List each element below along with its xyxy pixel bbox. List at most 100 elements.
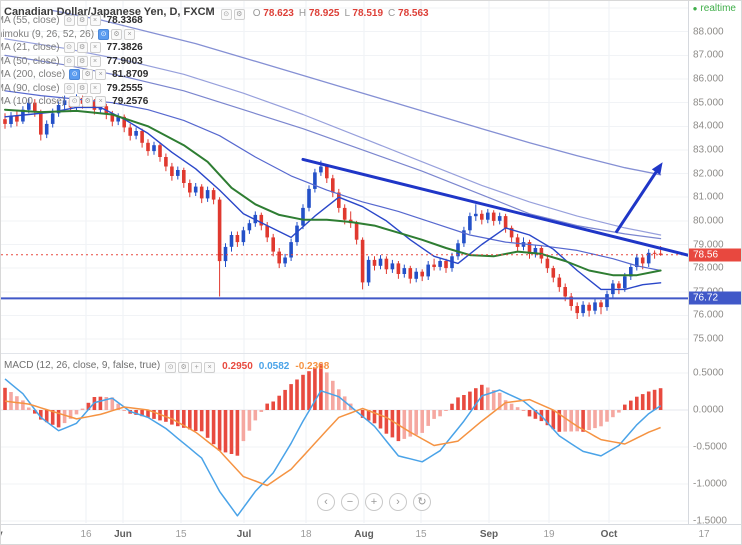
price-axis-label: 75.000 <box>693 333 724 345</box>
time-axis-label: Jun <box>114 529 132 540</box>
ma-overlay-line[interactable] <box>4 38 662 236</box>
close-icon-button[interactable]: × <box>89 42 101 53</box>
time-axis-label: Sep <box>479 529 499 540</box>
price-axis-label: 88.000 <box>693 26 724 38</box>
macd-indicator-label[interactable]: MACD (12, 26, close, 9, false, true) <box>4 359 161 371</box>
price-axis-label: 76.000 <box>693 309 724 321</box>
indicator-value: 79.2576 <box>112 96 149 107</box>
ma-overlay-line[interactable] <box>4 108 662 277</box>
time-axis-label: 15 <box>415 529 427 540</box>
ma-overlay-line[interactable] <box>4 90 662 272</box>
price-axis-label: 80.000 <box>693 215 724 227</box>
time-axis-label: 19 <box>543 529 555 540</box>
pane-separator[interactable] <box>1 353 688 354</box>
close-icon-button[interactable]: × <box>95 69 107 80</box>
settings-icon-button[interactable]: ⚙ <box>76 82 88 94</box>
indicator-legend-row: SMA (100, close)⊙⚙× 79.2576 <box>1 96 149 108</box>
ma-overlay-line[interactable] <box>52 9 662 176</box>
trendline-drawing[interactable] <box>301 157 688 258</box>
symbol-title[interactable]: Canadian Dollar/Japanese Yen, D, FXCM <box>4 6 215 18</box>
indicator-label[interactable]: SMA (50, close) <box>1 55 60 67</box>
zoom-out-button[interactable]: − <box>341 493 359 511</box>
indicator-legend-row: EMA (21, close)⊙⚙× 77.3826 <box>1 42 148 54</box>
eye-icon-button[interactable]: ⊙ <box>69 69 81 80</box>
add-icon-button[interactable]: + <box>191 362 203 373</box>
price-axis-label: 81.000 <box>693 191 724 203</box>
indicator-label[interactable]: Ichimoku (9, 26, 52, 26) <box>1 28 95 40</box>
macd-signal-value: -0.2368 <box>295 361 330 372</box>
realtime-dot-icon: ● <box>692 4 698 13</box>
price-axis-label: 82.000 <box>693 168 724 180</box>
close-icon-button[interactable]: × <box>89 15 101 26</box>
close-icon-button[interactable]: × <box>89 55 101 67</box>
price-axis-label: 87.000 <box>693 49 724 61</box>
close-icon-button[interactable]: × <box>95 96 107 107</box>
eye-icon-button[interactable]: ⊙ <box>63 15 75 26</box>
arrow-head[interactable] <box>651 162 663 175</box>
settings-icon-button[interactable]: ⚙ <box>233 9 245 20</box>
settings-icon-button[interactable]: ⚙ <box>76 15 88 26</box>
reset-chart-button[interactable]: ↻ <box>413 493 431 511</box>
price-axis-label: 83.000 <box>693 144 724 156</box>
price-axis-label: 77.000 <box>693 286 724 297</box>
current-price-tag[interactable]: 78.56 <box>689 248 741 262</box>
indicator-legend-row: SMA (50, close)⊙⚙× 77.9003 <box>1 55 148 67</box>
horizontal-line-price-tag[interactable]: 76.72 <box>689 291 741 305</box>
time-axis-label: Aug <box>354 529 374 540</box>
arrow-drawing[interactable] <box>614 167 660 234</box>
ma-overlay-line[interactable] <box>4 54 662 240</box>
chart-nav-buttons: ‹ − + › ↻ <box>317 493 431 511</box>
close-icon-button[interactable]: × <box>204 362 216 373</box>
ohlc-values: O 78.623 H 78.925 L 78.519 C 78.563 <box>253 3 434 21</box>
symbol-legend-buttons: ⊙ ⚙ <box>220 3 247 21</box>
indicator-legend-row: EMA (55, close)⊙⚙× 78.3368 <box>1 15 148 27</box>
macd-chart-canvas[interactable] <box>1 353 688 523</box>
price-axis-label: 85.000 <box>693 97 724 109</box>
realtime-badge: ● realtime <box>690 3 738 14</box>
indicator-value: 79.2555 <box>106 82 143 94</box>
eye-icon-button[interactable]: ⊙ <box>98 28 110 40</box>
macd-axis-label: -1.0000 <box>693 478 727 490</box>
eye-icon-button[interactable]: ⊙ <box>63 55 75 67</box>
price-axis-label: 86.000 <box>693 73 724 85</box>
eye-icon-button[interactable]: ⊙ <box>63 42 75 53</box>
macd-legend-row: MACD (12, 26, close, 9, false, true) ⊙ ⚙ +… <box>4 356 335 374</box>
symbol-legend-row: Canadian Dollar/Japanese Yen, D, FXCM ⊙ ⚙… <box>4 3 434 21</box>
indicator-legend-row: SMA (200, close)⊙⚙× 81.8709 <box>1 69 148 81</box>
settings-icon-button[interactable]: ⚙ <box>82 69 94 80</box>
indicator-label[interactable]: SMA (90, close) <box>1 82 60 94</box>
settings-icon-button[interactable]: ⚙ <box>178 362 190 373</box>
ohlc-o: O 78.623 <box>252 8 294 19</box>
price-axis[interactable]: 89.00088.00087.00086.00085.00084.00083.0… <box>688 1 741 527</box>
price-axis-label: 79.000 <box>693 239 724 250</box>
eye-icon-button[interactable]: ⊙ <box>220 9 232 20</box>
settings-icon-button[interactable]: ⚙ <box>76 55 88 67</box>
scroll-right-button[interactable]: › <box>389 493 407 511</box>
eye-icon-button[interactable]: ⊙ <box>63 82 75 94</box>
time-axis-label: 15 <box>175 529 187 540</box>
zoom-in-button[interactable]: + <box>365 493 383 511</box>
settings-icon-button[interactable]: ⚙ <box>82 96 94 107</box>
settings-icon-button[interactable]: ⚙ <box>76 42 88 53</box>
time-axis-label: 18 <box>300 529 312 540</box>
scroll-left-button[interactable]: ‹ <box>317 493 335 511</box>
macd-values: 0.2950 0.0582 -0.2368 <box>222 356 335 374</box>
eye-icon-button[interactable]: ⊙ <box>165 362 177 373</box>
time-axis-label: 17 <box>698 529 710 540</box>
close-icon-button[interactable]: × <box>124 28 136 40</box>
indicator-value: 78.3368 <box>106 15 143 26</box>
eye-icon-button[interactable]: ⊙ <box>69 96 81 107</box>
ma-overlay-line[interactable] <box>4 106 662 291</box>
indicator-label[interactable]: EMA (55, close) <box>1 15 60 26</box>
indicator-label[interactable]: SMA (100, close) <box>1 96 66 107</box>
indicator-label[interactable]: EMA (21, close) <box>1 42 60 53</box>
ohlc-l: L 78.519 <box>344 8 384 19</box>
time-axis[interactable]: May 16 Jun 15 Jul 18 Aug 15 Sep 19 Oct 17 <box>1 524 741 544</box>
indicator-legend-row: Ichimoku (9, 26, 52, 26)⊙⚙× <box>1 28 148 40</box>
indicator-legend: EMA (55, close)⊙⚙×78.3368Ichimoku (9, 26… <box>1 13 149 109</box>
indicator-label[interactable]: SMA (200, close) <box>1 69 66 80</box>
settings-icon-button[interactable]: ⚙ <box>111 28 123 40</box>
close-icon-button[interactable]: × <box>89 82 101 94</box>
price-axis-label: 84.000 <box>693 120 724 132</box>
macd-axis-label: -1.5000 <box>693 515 727 527</box>
